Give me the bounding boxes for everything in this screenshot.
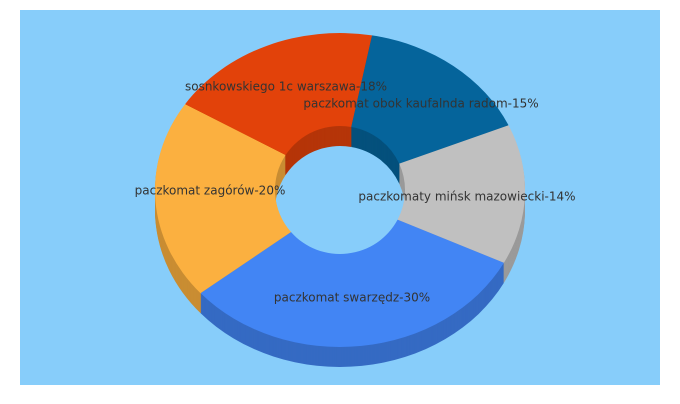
slice: [397, 125, 525, 263]
slice-label: paczkomat zagórów-20%: [135, 184, 286, 198]
slice: [351, 35, 509, 164]
slice-label: paczkomat swarzędz-30%: [274, 291, 430, 305]
labels: paczkomat swarzędz-30% paczkomat zagórów-…: [135, 80, 576, 305]
slice-label: paczkomaty mińsk mazowiecki-14%: [358, 190, 575, 204]
slice: [185, 32, 373, 155]
slice: [200, 219, 504, 348]
slice-label: paczkomat obok kaufalnda radom-15%: [303, 97, 538, 111]
donut: [155, 32, 525, 368]
slice-label: sosnkowskiego 1c warszawa-18%: [185, 80, 387, 94]
slice: [155, 104, 291, 294]
